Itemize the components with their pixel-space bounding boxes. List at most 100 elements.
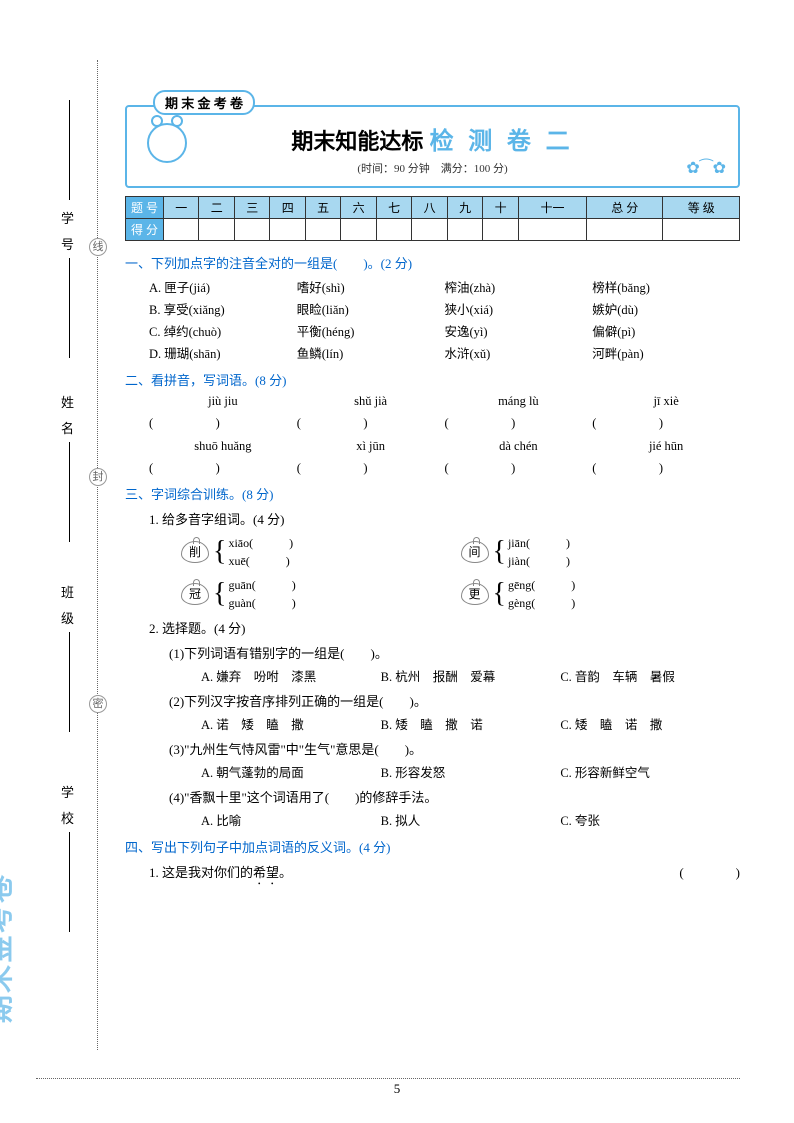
side-line bbox=[69, 442, 70, 542]
cell[interactable] bbox=[587, 219, 663, 241]
mc-opts: A. 朝气蓬勃的局面B. 形容发怒C. 形容新鲜空气 bbox=[201, 762, 740, 781]
opt: C. 音韵 车辆 暑假 bbox=[560, 666, 740, 685]
header-badge: 期 末 金 考 卷 bbox=[153, 90, 255, 115]
side-line bbox=[69, 632, 70, 732]
cell[interactable] bbox=[483, 219, 518, 241]
side-label-id: 学号 bbox=[61, 206, 74, 258]
opt: 水浒(xǔ) bbox=[445, 343, 593, 362]
pinyin: jié hūn bbox=[592, 439, 740, 454]
col: 十 bbox=[483, 197, 518, 219]
col: 八 bbox=[412, 197, 447, 219]
q4-blank[interactable]: ( ) bbox=[679, 862, 740, 888]
q1-row: D. 珊瑚(shān)鱼鳞(lín)水浒(xǔ)河畔(pàn) bbox=[149, 343, 740, 362]
opt: D. 珊瑚(shān) bbox=[149, 343, 297, 362]
pinyin: shuō huǎng bbox=[149, 439, 297, 454]
opt: 安逸(yì) bbox=[445, 321, 593, 340]
score-table: 题 号 一二三四五六七八九十十一总 分等 级 得 分 bbox=[125, 196, 740, 241]
col: 五 bbox=[305, 197, 340, 219]
opt: B. 拟人 bbox=[381, 810, 561, 829]
q3-p2: 2. 选择题。(4 分) bbox=[149, 618, 740, 637]
mc-opts: A. 嫌弃 吩咐 漆黑B. 杭州 报酬 爱幕C. 音韵 车辆 暑假 bbox=[201, 666, 740, 685]
reading[interactable]: jiān( ) bbox=[508, 534, 570, 552]
side-label-class: 班级 bbox=[61, 580, 74, 632]
reading[interactable]: guàn( ) bbox=[228, 594, 295, 612]
mc-q: (2)下列汉字按音序排列正确的一组是( )。 bbox=[169, 691, 740, 710]
mc-opts: A. 比喻B. 拟人C. 夸张 bbox=[201, 810, 740, 829]
opt: 榨油(zhà) bbox=[445, 277, 593, 296]
clock-icon bbox=[141, 115, 193, 167]
opt: C. 矮 瞌 诺 撒 bbox=[560, 714, 740, 733]
char-bud: 间 bbox=[461, 541, 489, 563]
reading[interactable]: xiāo( ) bbox=[228, 534, 293, 552]
opt: 鱼鳞(lín) bbox=[297, 343, 445, 362]
q4-head: 四、写出下列句子中加点词语的反义词。(4 分) bbox=[125, 837, 740, 856]
opt: 嫉妒(dù) bbox=[592, 299, 740, 318]
opt: C. 夸张 bbox=[560, 810, 740, 829]
q2-pinyin: jiù jiushǔ jiàmáng lùjī xiè bbox=[149, 394, 740, 409]
tbl-label: 题 号 bbox=[126, 197, 164, 219]
title-blue: 检 测 卷 二 bbox=[430, 128, 574, 155]
side-line bbox=[69, 100, 70, 200]
opt: 河畔(pàn) bbox=[592, 343, 740, 362]
char-bud: 削 bbox=[181, 541, 209, 563]
cell[interactable] bbox=[376, 219, 411, 241]
q2-blank[interactable]: ( )( )( )( ) bbox=[149, 457, 740, 476]
opt: B. 矮 瞌 撒 诺 bbox=[381, 714, 561, 733]
cell[interactable] bbox=[270, 219, 305, 241]
q1-row: A. 匣子(jiá)嗜好(shì)榨油(zhà)榜样(bǎng) bbox=[149, 277, 740, 296]
q2-blank[interactable]: ( )( )( )( ) bbox=[149, 412, 740, 431]
circle-mi: 密 bbox=[89, 695, 107, 713]
q1-head: 一、下列加点字的注音全对的一组是( )。(2 分) bbox=[125, 253, 740, 272]
mc-q: (3)"九州生气恃风雷"中"生气"意思是( )。 bbox=[169, 739, 740, 758]
opt: A. 诺 矮 瞌 撒 bbox=[201, 714, 381, 733]
opt: A. 比喻 bbox=[201, 810, 381, 829]
pinyin: máng lù bbox=[445, 394, 593, 409]
reading[interactable]: gèng( ) bbox=[508, 594, 575, 612]
opt: 榜样(bǎng) bbox=[592, 277, 740, 296]
opt: B. 形容发怒 bbox=[381, 762, 561, 781]
cell[interactable] bbox=[305, 219, 340, 241]
opt: C. 形容新鲜空气 bbox=[560, 762, 740, 781]
poly-item: 冠{ guān( )guàn( ) bbox=[181, 576, 461, 612]
side-label-name: 姓名 bbox=[61, 390, 74, 442]
q2-pinyin: shuō huǎngxì jūndà chénjié hūn bbox=[149, 439, 740, 454]
page-number: 5 bbox=[0, 1081, 794, 1097]
reading[interactable]: jiàn( ) bbox=[508, 552, 570, 570]
cell[interactable] bbox=[447, 219, 482, 241]
circle-feng: 封 bbox=[89, 468, 107, 486]
q1-row: C. 绰约(chuò)平衡(héng)安逸(yì)偏僻(pì) bbox=[149, 321, 740, 340]
cell[interactable] bbox=[341, 219, 376, 241]
side-label-school: 学校 bbox=[61, 780, 74, 832]
page-title: 期末知能达标 检 测 卷 二 bbox=[137, 121, 728, 156]
opt: 偏僻(pì) bbox=[592, 321, 740, 340]
watermark: 期末金考卷 bbox=[0, 873, 18, 1023]
reading[interactable]: guān( ) bbox=[228, 576, 295, 594]
opt: A. 朝气蓬勃的局面 bbox=[201, 762, 381, 781]
reading[interactable]: gēng( ) bbox=[508, 576, 575, 594]
pinyin: xì jūn bbox=[297, 439, 445, 454]
tbl-label: 得 分 bbox=[126, 219, 164, 241]
cell[interactable] bbox=[234, 219, 269, 241]
q4-tail: 。 bbox=[279, 865, 292, 880]
circle-xian: 线 bbox=[89, 238, 107, 256]
cell[interactable] bbox=[412, 219, 447, 241]
cell[interactable] bbox=[199, 219, 234, 241]
opt: 嗜好(shì) bbox=[297, 277, 445, 296]
col: 二 bbox=[199, 197, 234, 219]
col: 等 级 bbox=[663, 197, 740, 219]
poly-item: 削{ xiāo( )xuē( ) bbox=[181, 534, 461, 570]
opt: 眼睑(liǎn) bbox=[297, 299, 445, 318]
pinyin: dà chén bbox=[445, 439, 593, 454]
q4-underlined: 希望 bbox=[253, 865, 279, 880]
cell[interactable] bbox=[518, 219, 586, 241]
reading[interactable]: xuē( ) bbox=[228, 552, 293, 570]
cell[interactable] bbox=[663, 219, 740, 241]
q3-p1: 1. 给多音字组词。(4 分) bbox=[149, 509, 740, 528]
opt: B. 杭州 报酬 爱幕 bbox=[381, 666, 561, 685]
mc-q: (4)"香飘十里"这个词语用了( )的修辞手法。 bbox=[169, 787, 740, 806]
col: 三 bbox=[234, 197, 269, 219]
char-bud: 冠 bbox=[181, 583, 209, 605]
q3-head: 三、字词综合训练。(8 分) bbox=[125, 484, 740, 503]
q2-head: 二、看拼音，写词语。(8 分) bbox=[125, 370, 740, 389]
cell[interactable] bbox=[164, 219, 199, 241]
